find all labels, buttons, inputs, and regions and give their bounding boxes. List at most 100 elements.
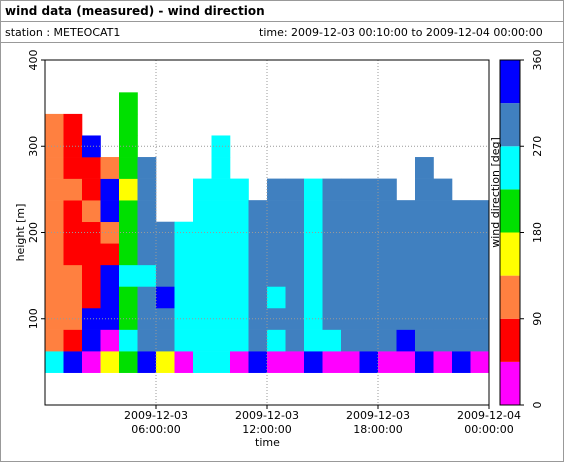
cell bbox=[45, 113, 64, 136]
cell bbox=[230, 243, 249, 266]
cell bbox=[63, 178, 83, 201]
cell bbox=[119, 113, 138, 136]
cell bbox=[415, 157, 434, 179]
cell bbox=[174, 351, 194, 373]
cell bbox=[230, 329, 249, 352]
cell bbox=[82, 243, 101, 266]
cell bbox=[119, 264, 138, 287]
cell bbox=[341, 351, 360, 373]
cell bbox=[452, 264, 471, 287]
cell bbox=[322, 264, 342, 287]
cell bbox=[230, 264, 249, 287]
y-tick-label: 200 bbox=[27, 222, 40, 243]
cell bbox=[304, 264, 323, 287]
cell bbox=[137, 221, 157, 244]
cell bbox=[452, 286, 471, 309]
cell bbox=[193, 178, 212, 201]
cell bbox=[267, 178, 286, 201]
cell bbox=[470, 286, 490, 309]
cell bbox=[82, 135, 101, 158]
cell bbox=[119, 135, 138, 158]
cell bbox=[304, 178, 323, 201]
colorbar-tick-label: 270 bbox=[531, 136, 544, 157]
cell bbox=[267, 351, 286, 373]
y-tick-label: 100 bbox=[27, 308, 40, 329]
cell bbox=[63, 329, 83, 352]
cell bbox=[415, 264, 434, 287]
cell bbox=[45, 157, 64, 179]
cell bbox=[452, 307, 471, 330]
cell bbox=[137, 178, 157, 201]
cell bbox=[341, 200, 360, 223]
cell bbox=[248, 286, 268, 309]
cell bbox=[433, 286, 453, 309]
cell bbox=[415, 200, 434, 223]
cell bbox=[470, 221, 490, 244]
cell bbox=[193, 307, 212, 330]
cell bbox=[193, 221, 212, 244]
cell bbox=[119, 200, 138, 223]
cell bbox=[433, 221, 453, 244]
cell bbox=[248, 264, 268, 287]
cell bbox=[304, 351, 323, 373]
cell bbox=[100, 264, 120, 287]
cell bbox=[193, 200, 212, 223]
cell bbox=[63, 157, 83, 179]
x-tick-label: 2009-12-03 12:00:00 bbox=[235, 409, 299, 436]
cell bbox=[433, 243, 453, 266]
cell bbox=[285, 178, 305, 201]
cell bbox=[248, 329, 268, 352]
cell bbox=[433, 178, 453, 201]
cell bbox=[63, 200, 83, 223]
cell bbox=[82, 264, 101, 287]
cell bbox=[100, 243, 120, 266]
cell bbox=[119, 351, 138, 373]
cell bbox=[119, 221, 138, 244]
cell bbox=[378, 200, 397, 223]
cell bbox=[359, 286, 379, 309]
cell bbox=[63, 351, 83, 373]
cell bbox=[248, 243, 268, 266]
cell bbox=[82, 351, 101, 373]
cell bbox=[211, 307, 231, 330]
cell bbox=[267, 329, 286, 352]
colorbar-swatch bbox=[500, 318, 520, 362]
cell bbox=[433, 307, 453, 330]
cell bbox=[137, 157, 157, 179]
cell bbox=[415, 221, 434, 244]
cell bbox=[285, 351, 305, 373]
cell bbox=[415, 329, 434, 352]
cell bbox=[304, 307, 323, 330]
cell bbox=[63, 286, 83, 309]
cell bbox=[341, 243, 360, 266]
cell bbox=[211, 178, 231, 201]
colorbar-tick-label: 90 bbox=[531, 312, 544, 326]
cell bbox=[248, 351, 268, 373]
cell bbox=[45, 200, 64, 223]
x-tick-label: 2009-12-03 06:00:00 bbox=[124, 409, 188, 436]
cell bbox=[211, 329, 231, 352]
cell bbox=[304, 329, 323, 352]
cell bbox=[396, 243, 416, 266]
station-label: station : METEOCAT1 bbox=[5, 26, 121, 39]
cell bbox=[82, 307, 101, 330]
y-tick-label: 400 bbox=[27, 50, 40, 71]
cell bbox=[470, 307, 490, 330]
panel-title: wind data (measured) - wind direction bbox=[5, 4, 265, 18]
cell bbox=[45, 264, 64, 287]
cell bbox=[285, 286, 305, 309]
cell bbox=[211, 264, 231, 287]
cell bbox=[174, 264, 194, 287]
cell bbox=[119, 92, 138, 115]
cell bbox=[211, 221, 231, 244]
cell bbox=[396, 286, 416, 309]
cell bbox=[193, 286, 212, 309]
cell bbox=[137, 243, 157, 266]
cell bbox=[137, 351, 157, 373]
cell bbox=[341, 178, 360, 201]
cell bbox=[82, 200, 101, 223]
colorbar-tick-label: 180 bbox=[531, 222, 544, 243]
x-tick-label: 2009-12-04 00:00:00 bbox=[457, 409, 521, 436]
cell bbox=[230, 178, 249, 201]
cell bbox=[378, 351, 397, 373]
